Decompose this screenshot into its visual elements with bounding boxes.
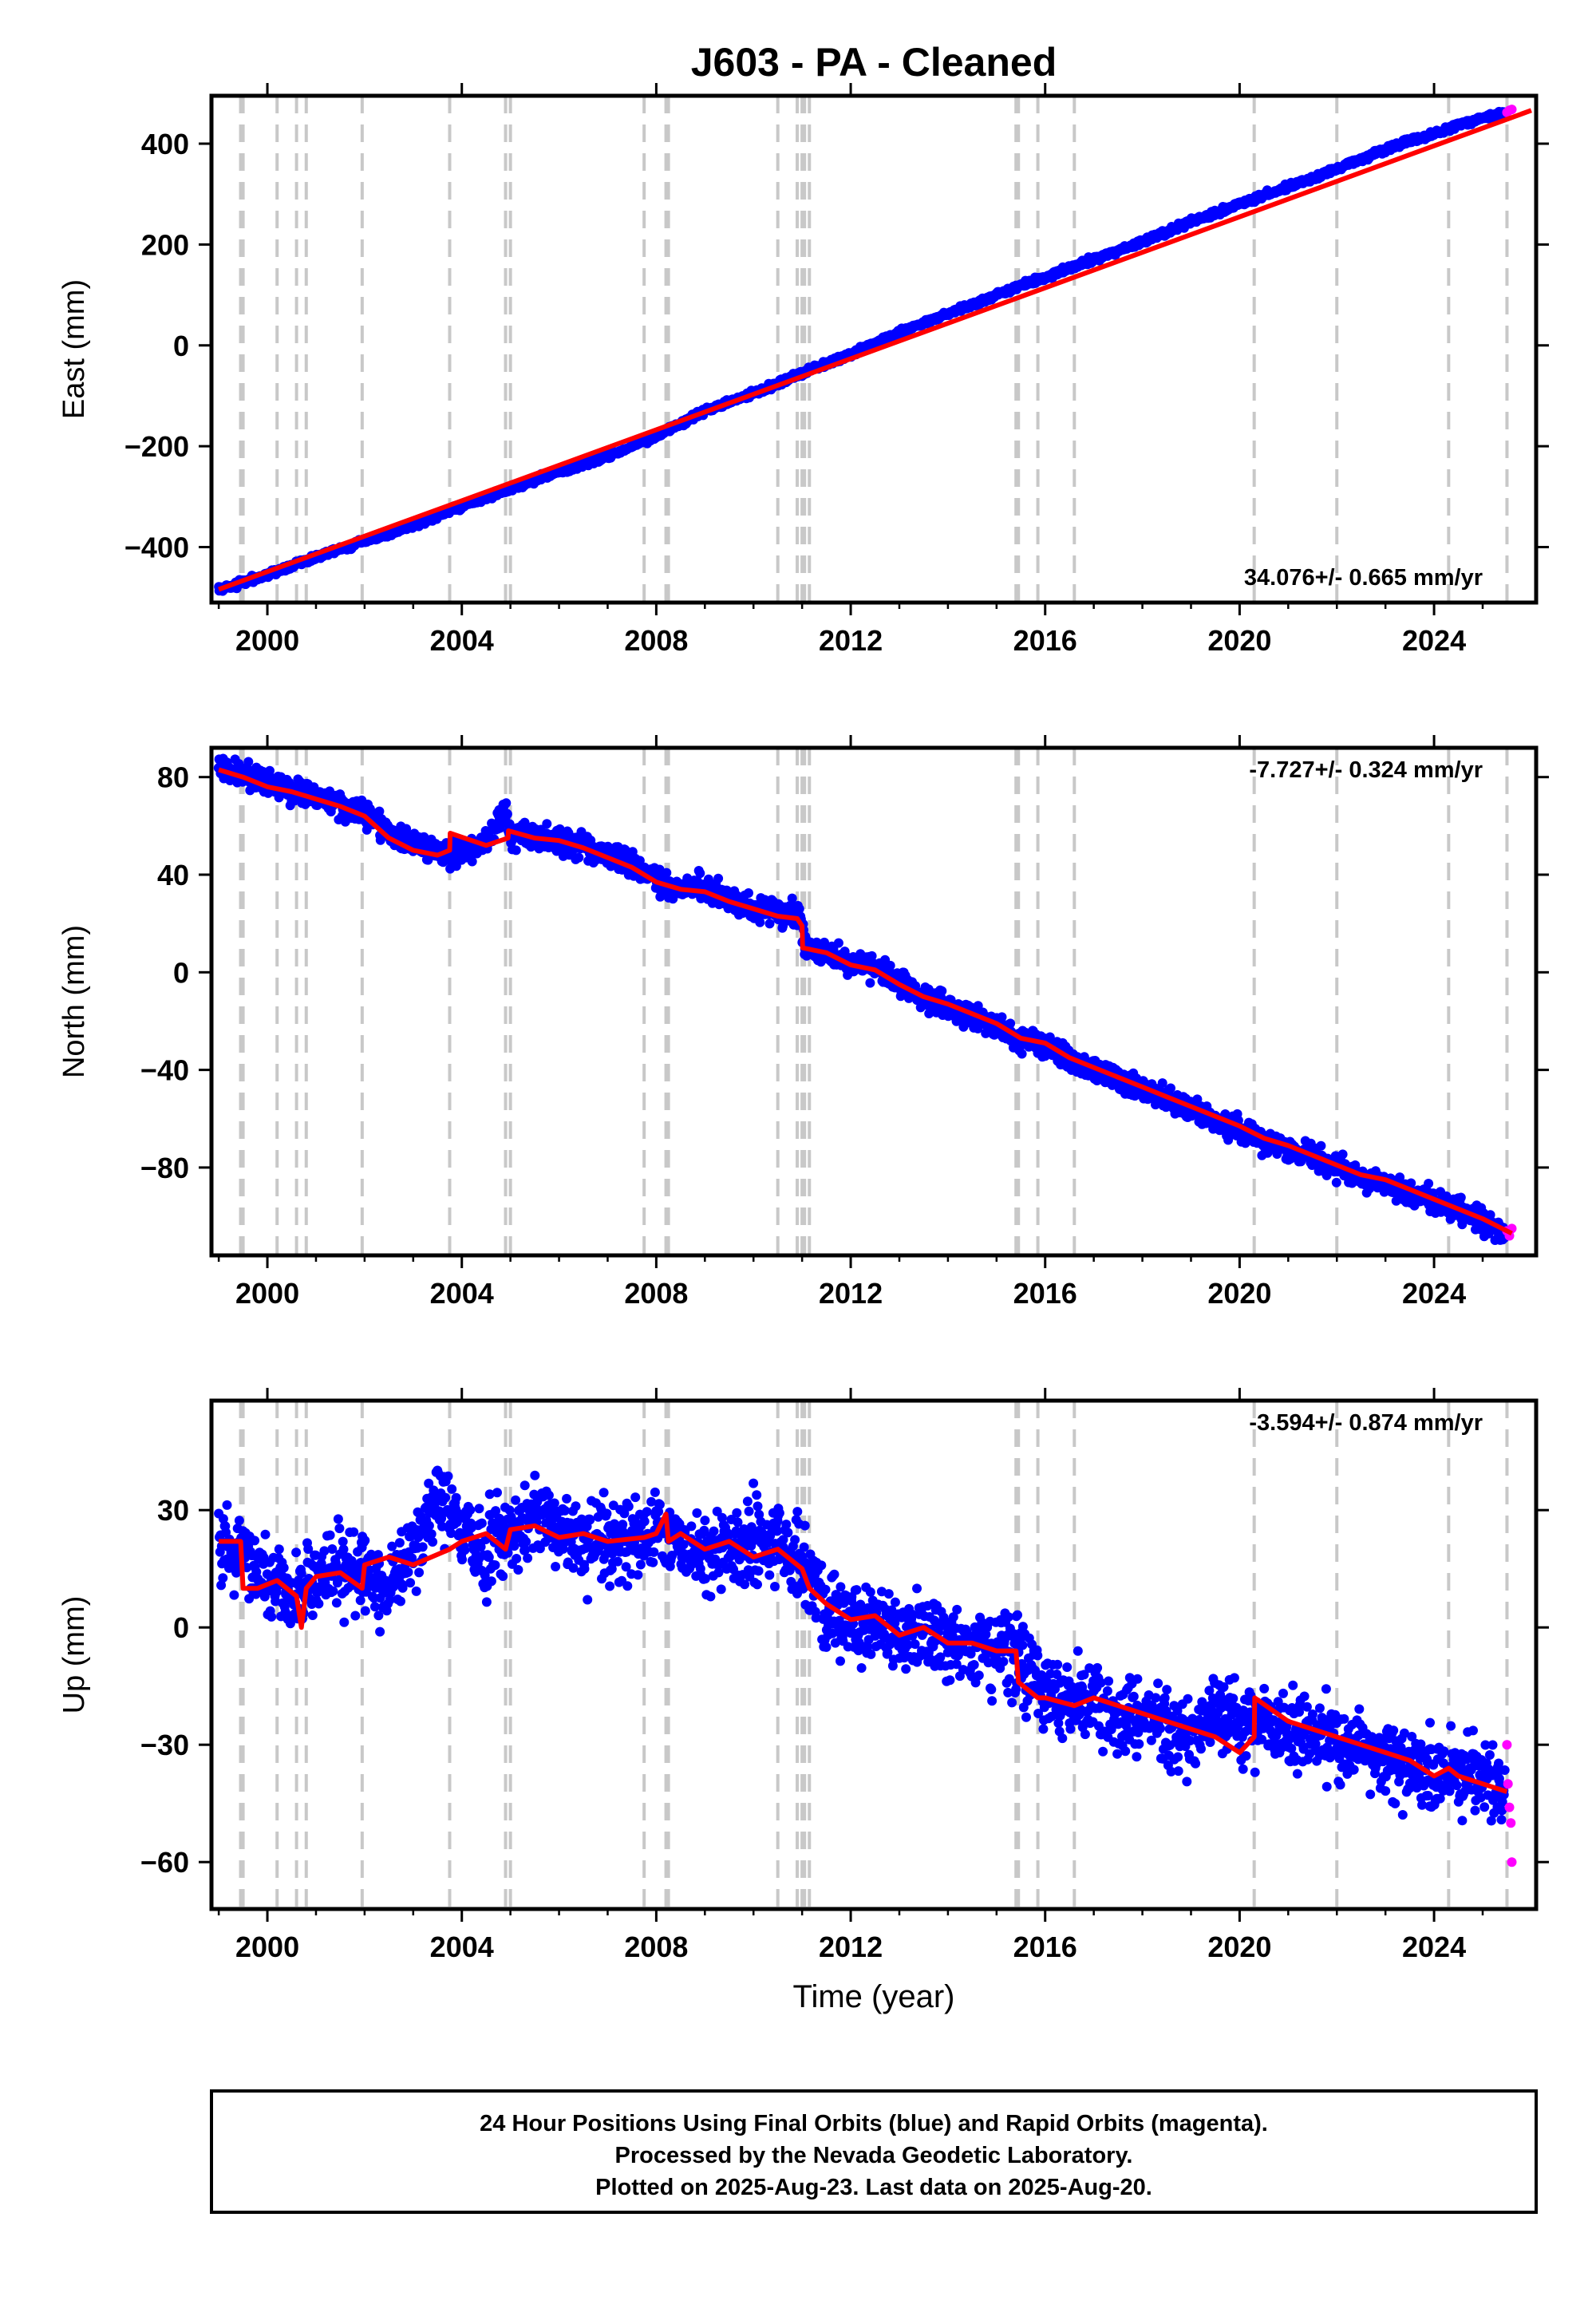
data-point (695, 868, 705, 878)
y-tick-label: 200 (141, 228, 189, 261)
data-point (308, 1611, 318, 1620)
data-point (223, 1500, 232, 1510)
data-point (468, 857, 477, 867)
data-point (229, 1591, 239, 1600)
y-tick-label: 80 (157, 761, 189, 794)
x-tick-label: 2016 (1013, 1277, 1077, 1310)
x-tick-label: 2008 (624, 624, 688, 657)
chart-title: J603 - PA - Cleaned (691, 40, 1057, 85)
y-axis-label: North (mm) (57, 925, 91, 1078)
data-point (1005, 1018, 1015, 1028)
x-tick-label: 2004 (430, 624, 494, 657)
y-tick-label: −400 (124, 531, 189, 563)
data-point (1017, 1049, 1027, 1059)
x-tick-label: 2008 (624, 1277, 688, 1310)
x-tick-label: 2000 (235, 1277, 299, 1310)
data-point (250, 1535, 259, 1545)
data-point (512, 845, 521, 855)
data-point (1338, 1149, 1348, 1159)
x-tick-label: 2012 (819, 1277, 883, 1310)
data-point (243, 757, 253, 767)
data-point (291, 1547, 301, 1557)
x-tick-label: 2016 (1013, 624, 1077, 657)
data-point (279, 1563, 289, 1573)
data-point (713, 874, 723, 883)
data-point (998, 1012, 1007, 1022)
data-point (1332, 1178, 1341, 1188)
x-tick-label: 2000 (235, 624, 299, 657)
x-tick-label: 2020 (1207, 1277, 1271, 1310)
data-point (218, 1573, 227, 1583)
data-point (865, 978, 875, 988)
data-point (1456, 1193, 1466, 1203)
y-tick-label: 400 (141, 128, 189, 160)
rate-label: -7.727+/- 0.324 mm/yr (1249, 757, 1483, 783)
data-point (1316, 1141, 1325, 1151)
data-point (937, 986, 946, 996)
data-point (503, 809, 512, 819)
y-axis-label: East (mm) (57, 279, 91, 419)
data-point (542, 819, 551, 828)
data-point-rapid (1507, 105, 1517, 114)
data-point (275, 1544, 284, 1554)
x-tick-label: 2020 (1207, 624, 1271, 657)
data-point (501, 798, 511, 808)
data-point (765, 919, 775, 928)
y-tick-label: 0 (173, 956, 189, 989)
x-tick-label: 2024 (1402, 624, 1466, 657)
x-tick-label: 2024 (1402, 1277, 1466, 1310)
data-point (662, 868, 671, 878)
y-tick-label: 0 (173, 330, 189, 362)
data-point (1424, 1179, 1433, 1188)
data-point (574, 853, 583, 863)
y-tick-label: −200 (124, 430, 189, 463)
y-tick-label: 40 (157, 859, 189, 891)
y-tick-label: −40 (140, 1054, 189, 1087)
rate-label: 34.076+/- 0.665 mm/yr (1244, 565, 1483, 591)
data-point (235, 1516, 244, 1525)
data-point (267, 1612, 276, 1622)
data-point (261, 1530, 271, 1539)
data-point (744, 888, 753, 898)
x-tick-label: 2004 (430, 1277, 494, 1310)
x-tick-label: 2012 (819, 624, 883, 657)
y-tick-label: −80 (140, 1152, 189, 1184)
data-point (834, 939, 843, 948)
